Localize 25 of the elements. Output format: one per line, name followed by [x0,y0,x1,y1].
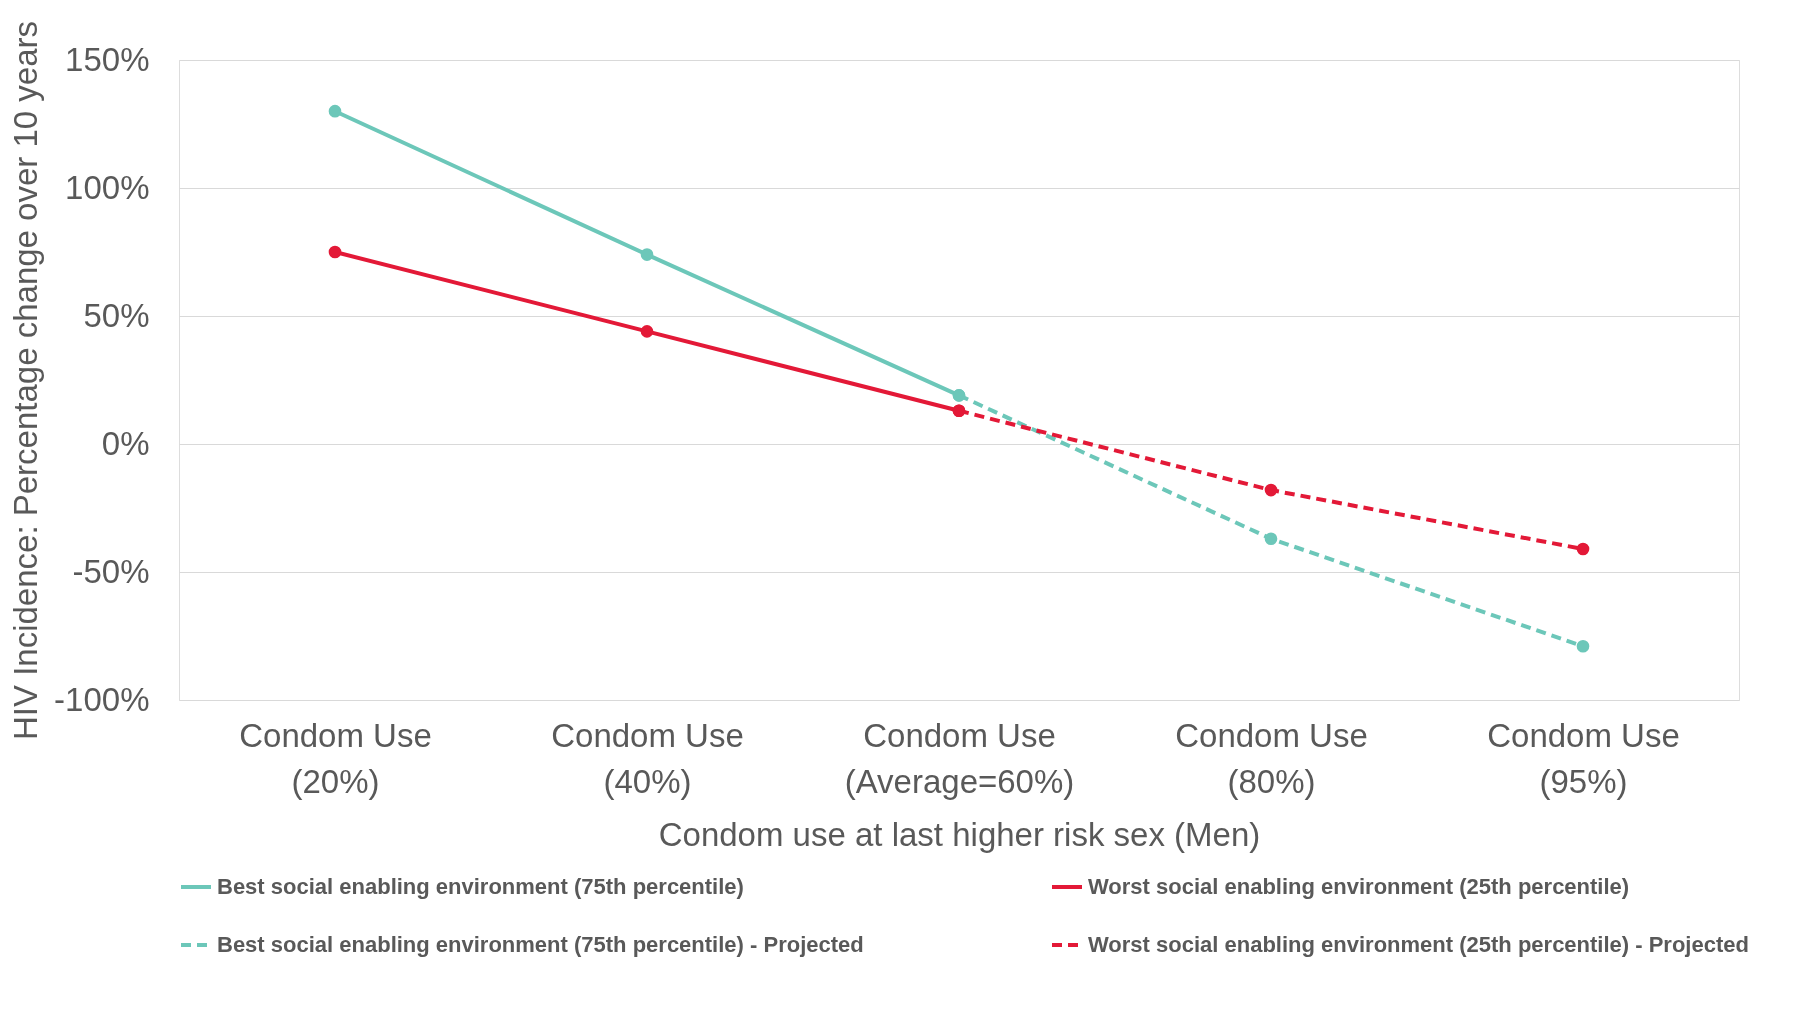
point [328,104,342,118]
x-tick-label: Condom Use (95%) [1487,716,1680,800]
legend-label: Worst social enabling environment (25th percentile) - Projected [1088,932,1749,957]
point [640,248,654,261]
legend-label: Best social enabling environment (75th percentile) [217,874,744,899]
legend-label: Best social enabling environment (75th percentile) - Projected [217,932,864,957]
y-tick-label: 0% [101,424,150,462]
y-tick-label: -100% [54,680,150,718]
x-tick-label: Condom Use (80%) [1175,716,1368,800]
x-tick-label: Condom Use (20%) [239,716,432,800]
point [1264,532,1278,546]
y-tick-label: 100% [65,168,150,206]
point [1264,483,1278,497]
y-tick-label: 150% [65,40,150,78]
y-tick-label: 50% [83,296,150,334]
point [328,245,342,259]
point [1576,542,1590,556]
point [1576,639,1590,653]
legend-label: Worst social enabling environment (25th percentile) [1088,874,1630,899]
x-tick-label: Condom Use (Average=60%) [844,716,1075,800]
x-tick-label: Condom Use (40%) [551,716,744,800]
point [640,325,654,338]
x-axis-title: Condom use at last higher risk sex (Men) [658,815,1261,853]
y-tick-label: -50% [72,552,150,590]
y-axis-title: HIV Incidence: Percentage change over 10 years [7,20,45,741]
